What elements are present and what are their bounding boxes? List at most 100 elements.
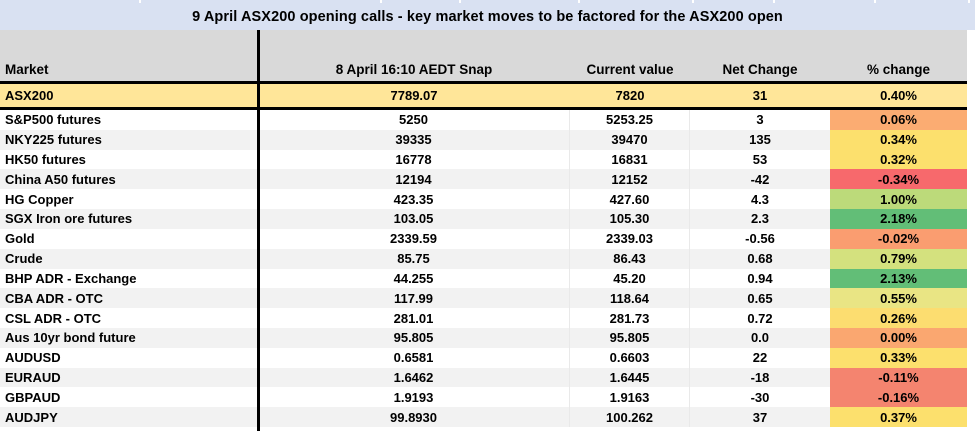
table-body: S&P500 futures 5250 5253.25 3 0.06% NKY2… (0, 110, 975, 427)
col-header-pct-change: % change (866, 62, 931, 77)
market-name: Gold (5, 231, 35, 247)
snap-value: 85.75 (258, 248, 570, 269)
snap-value: 7789.07 (390, 88, 438, 103)
net-change-value: 3 (756, 112, 764, 128)
table-row: Aus 10yr bond future 95.805 95.805 0.0 0… (0, 327, 975, 348)
col-header-snap: 8 April 16:10 AEDT Snap (335, 62, 493, 77)
net-change-value: -42 (750, 171, 770, 187)
market-name: China A50 futures (5, 171, 116, 187)
market-name: ASX200 (5, 88, 54, 103)
highlight-row-asx200: ASX200 7789.07 7820 31 0.40% (0, 84, 975, 107)
pct-change-cell: 0.34% (830, 129, 967, 150)
net-change-value: 0.68 (747, 251, 773, 267)
market-column-divider (257, 30, 260, 431)
market-name: NKY225 futures (5, 132, 102, 148)
net-change-value: 0.65 (747, 290, 773, 306)
snap-value: 99.8930 (258, 407, 570, 427)
snap-value: 423.35 (258, 189, 570, 210)
net-change-value: 31 (752, 88, 768, 103)
right-margin (967, 308, 975, 328)
current-value: 0.6603 (570, 347, 690, 368)
right-margin (967, 149, 975, 170)
table-row: S&P500 futures 5250 5253.25 3 0.06% (0, 110, 975, 130)
header-divider-line (0, 81, 967, 84)
right-margin (967, 189, 975, 210)
market-name: EURAUD (5, 369, 61, 385)
snap-value: 12194 (258, 169, 570, 190)
table-row: AUDUSD 0.6581 0.6603 22 0.33% (0, 347, 975, 368)
net-change-value: 135 (749, 132, 771, 148)
table-row: AUDJPY 99.8930 100.262 37 0.37% (0, 407, 975, 427)
column-header-row: Market 8 April 16:10 AEDT Snap Current v… (0, 30, 975, 81)
pct-change-cell: 0.00% (830, 327, 967, 348)
current-value: 7820 (615, 88, 645, 103)
pct-change-cell: 1.00% (830, 189, 967, 210)
snap-value: 103.05 (258, 209, 570, 229)
right-margin (967, 129, 975, 150)
table-row: HK50 futures 16778 16831 53 0.32% (0, 149, 975, 170)
table-row: SGX Iron ore futures 103.05 105.30 2.3 2… (0, 209, 975, 229)
net-change-value: 4.3 (750, 191, 770, 207)
table-row: NKY225 futures 39335 39470 135 0.34% (0, 129, 975, 150)
top-gridline-strip (0, 0, 975, 3)
current-value: 16831 (570, 149, 690, 170)
right-margin (967, 327, 975, 348)
snap-value: 95.805 (258, 327, 570, 348)
market-name: BHP ADR - Exchange (5, 270, 137, 286)
market-name: CBA ADR - OTC (5, 290, 103, 306)
pct-change-cell: -0.11% (830, 367, 967, 388)
right-margin (967, 367, 975, 388)
current-value: 281.73 (570, 308, 690, 328)
pct-change-cell: 0.26% (830, 308, 967, 328)
right-margin (967, 110, 975, 130)
gridline-tick (459, 0, 461, 3)
market-name: CSL ADR - OTC (5, 310, 102, 326)
snap-value: 16778 (258, 149, 570, 170)
current-value: 1.6445 (570, 367, 690, 388)
market-name: HK50 futures (5, 152, 86, 168)
market-name: S&P500 futures (5, 112, 102, 128)
right-margin (967, 268, 975, 289)
net-change-value: -30 (750, 389, 770, 405)
right-margin (967, 84, 975, 107)
net-change-value: 0.72 (747, 310, 773, 326)
gridline-tick (874, 0, 876, 3)
bottom-margin (0, 427, 975, 433)
net-change-value: 2.3 (750, 211, 770, 227)
current-value: 5253.25 (570, 110, 690, 130)
pct-change-cell: 0.33% (830, 347, 967, 368)
current-value: 100.262 (570, 407, 690, 427)
net-change-value: -18 (750, 369, 770, 385)
gridline-tick (692, 0, 694, 3)
net-change-value: 0.0 (750, 330, 770, 346)
current-value: 118.64 (570, 288, 690, 309)
gridline-tick (578, 0, 580, 3)
table-title: 9 April ASX200 opening calls - key marke… (0, 3, 975, 30)
current-value: 95.805 (570, 327, 690, 348)
net-change-value: 0.94 (747, 270, 773, 286)
table-row: CBA ADR - OTC 117.99 118.64 0.65 0.55% (0, 288, 975, 309)
gridline-tick (773, 0, 775, 3)
market-name: GBPAUD (5, 389, 61, 405)
table-row: GBPAUD 1.9193 1.9163 -30 -0.16% (0, 387, 975, 408)
col-header-market: Market (5, 62, 49, 77)
net-change-value: -0.56 (745, 231, 775, 247)
gridline-tick (380, 0, 382, 3)
right-margin (967, 347, 975, 368)
right-margin (967, 288, 975, 309)
market-name: SGX Iron ore futures (5, 211, 133, 227)
snap-value: 117.99 (258, 288, 570, 309)
right-margin (967, 228, 975, 249)
snap-value: 1.9193 (258, 387, 570, 408)
snap-value: 5250 (258, 110, 570, 130)
table-row: EURAUD 1.6462 1.6445 -18 -0.11% (0, 367, 975, 388)
market-name: HG Copper (5, 191, 74, 207)
snap-value: 281.01 (258, 308, 570, 328)
market-name: Aus 10yr bond future (5, 330, 136, 346)
right-margin (967, 407, 975, 427)
table-row: Crude 85.75 86.43 0.68 0.79% (0, 248, 975, 269)
current-value: 105.30 (570, 209, 690, 229)
pct-change-cell: 0.55% (830, 288, 967, 309)
table-row: CSL ADR - OTC 281.01 281.73 0.72 0.26% (0, 308, 975, 328)
pct-change-cell: 0.32% (830, 149, 967, 170)
